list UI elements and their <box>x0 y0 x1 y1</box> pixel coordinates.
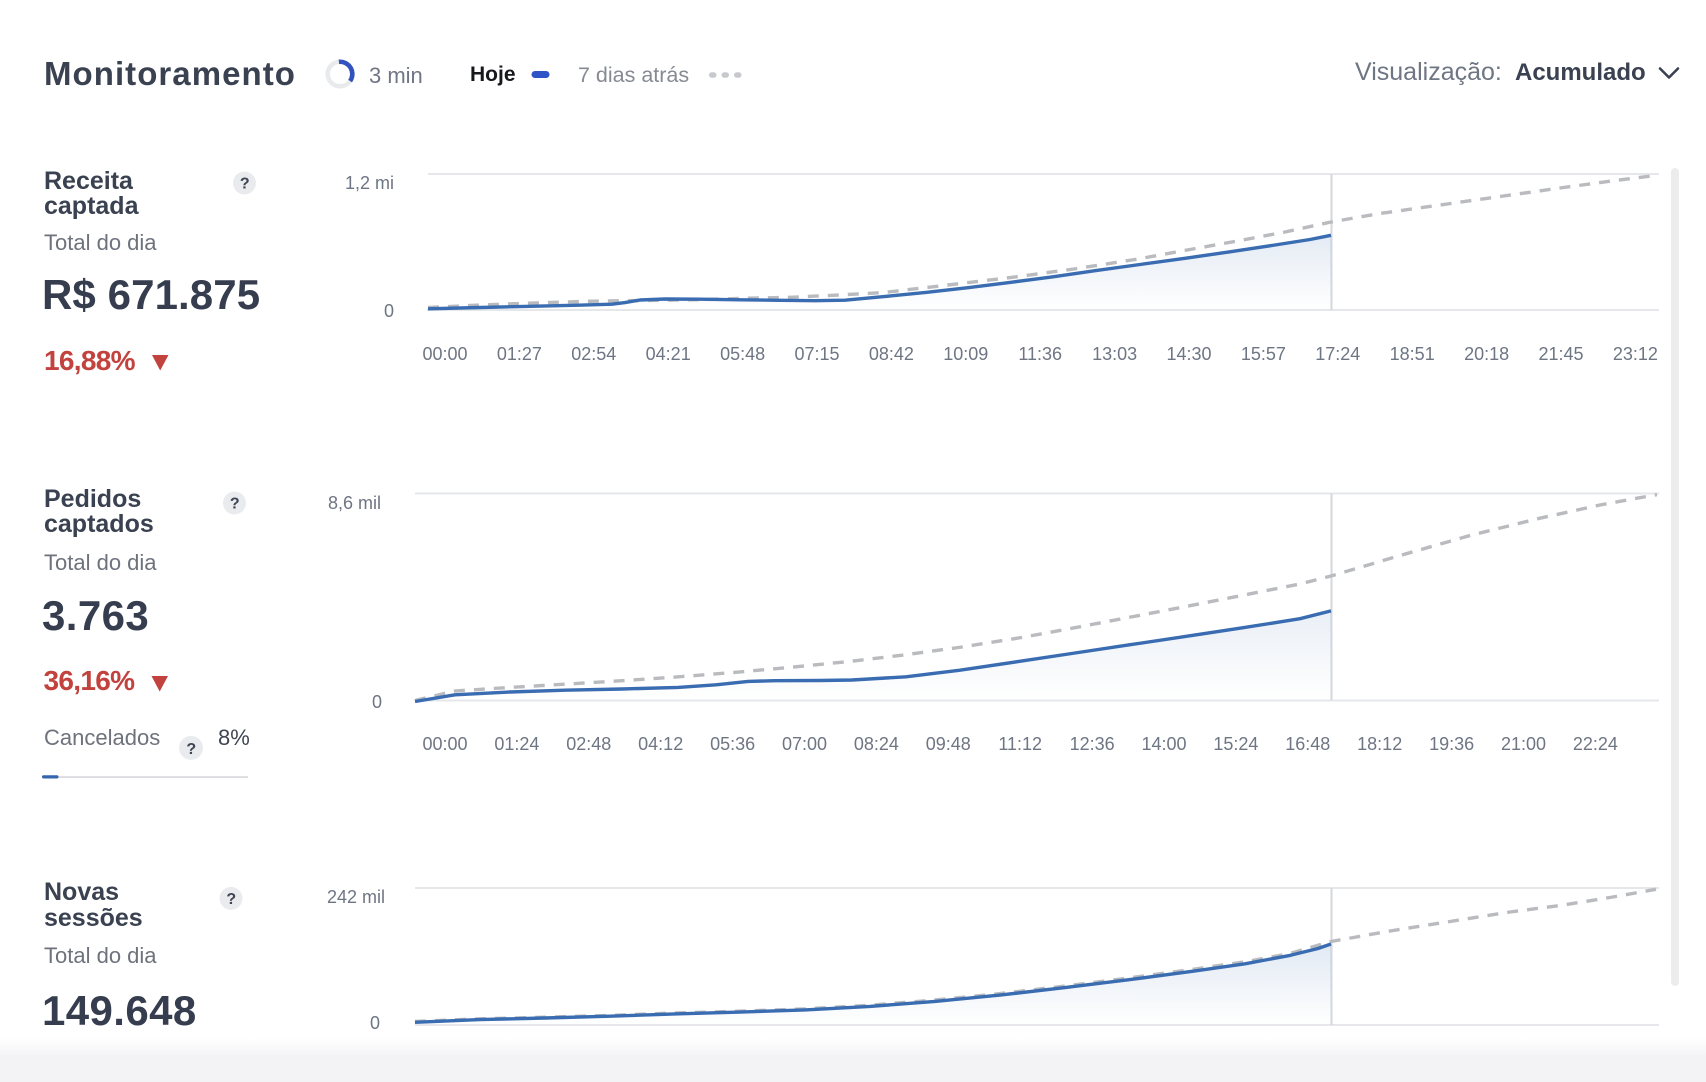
svg-text:?: ? <box>186 741 196 758</box>
svg-text:?: ? <box>226 891 236 908</box>
svg-text:?: ? <box>230 496 240 513</box>
svg-text:?: ? <box>240 176 250 193</box>
